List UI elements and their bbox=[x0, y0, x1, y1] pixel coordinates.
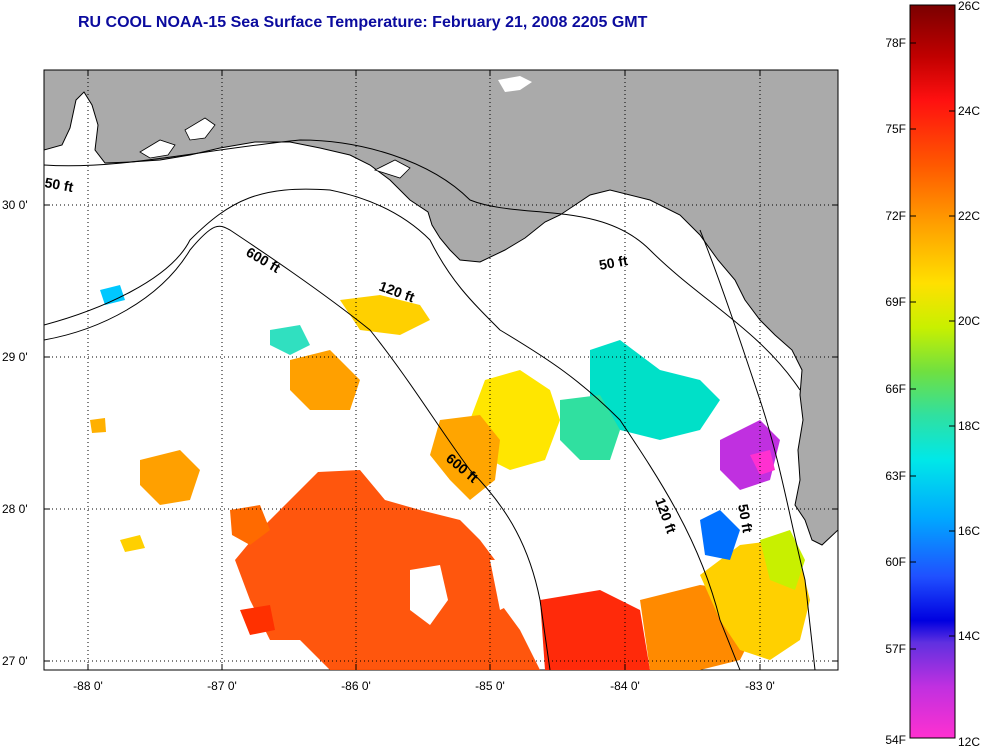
f-label-69: 69F bbox=[885, 295, 906, 309]
lat-label-28: 28 0' bbox=[2, 502, 28, 516]
f-label-63: 63F bbox=[885, 469, 906, 483]
c-label-18: 18C bbox=[958, 419, 980, 433]
f-label-57: 57F bbox=[885, 642, 906, 656]
lon-label-83: -83 0' bbox=[745, 679, 775, 693]
lon-label-84: -84 0' bbox=[610, 679, 640, 693]
c-label-16: 16C bbox=[958, 524, 980, 538]
lat-label-27: 27 0' bbox=[2, 654, 28, 668]
c-label-20: 20C bbox=[958, 314, 980, 328]
f-label-54: 54F bbox=[885, 733, 906, 747]
c-label-14: 14C bbox=[958, 629, 980, 643]
f-label-66: 66F bbox=[885, 382, 906, 396]
map-title: RU COOL NOAA-15 Sea Surface Temperature:… bbox=[78, 14, 648, 31]
contour-label-50ft-south: 50 ft bbox=[735, 503, 756, 534]
lat-label-29: 29 0' bbox=[2, 350, 28, 364]
celsius-scale: 26C 24C 22C 20C 18C 16C 14C 12C bbox=[958, 0, 980, 749]
lon-label-88: -88 0' bbox=[73, 679, 103, 693]
lon-label-87: -87 0' bbox=[207, 679, 237, 693]
graticule bbox=[44, 70, 838, 670]
c-label-24: 24C bbox=[958, 104, 980, 118]
f-label-60: 60F bbox=[885, 555, 906, 569]
lat-label-30: 30 0' bbox=[2, 198, 28, 212]
contour-label-50ft-east: 50 ft bbox=[598, 252, 629, 273]
land-area bbox=[44, 70, 838, 546]
c-label-26: 26C bbox=[958, 0, 980, 13]
f-label-78: 78F bbox=[885, 36, 906, 50]
c-label-22: 22C bbox=[958, 209, 980, 223]
f-label-75: 75F bbox=[885, 122, 906, 136]
colorbar bbox=[909, 4, 956, 739]
fahrenheit-scale: 78F 75F 72F 69F 66F 63F 60F 57F 54F bbox=[885, 36, 906, 747]
sst-data-layer bbox=[90, 285, 810, 670]
lon-label-85: -85 0' bbox=[475, 679, 505, 693]
isobaths bbox=[44, 139, 816, 670]
frame-ticks bbox=[44, 70, 838, 670]
contour-label-50ft-west: 50 ft bbox=[43, 174, 74, 195]
c-label-12: 12C bbox=[958, 735, 980, 749]
f-label-72: 72F bbox=[885, 209, 906, 223]
lon-label-86: -86 0' bbox=[341, 679, 371, 693]
